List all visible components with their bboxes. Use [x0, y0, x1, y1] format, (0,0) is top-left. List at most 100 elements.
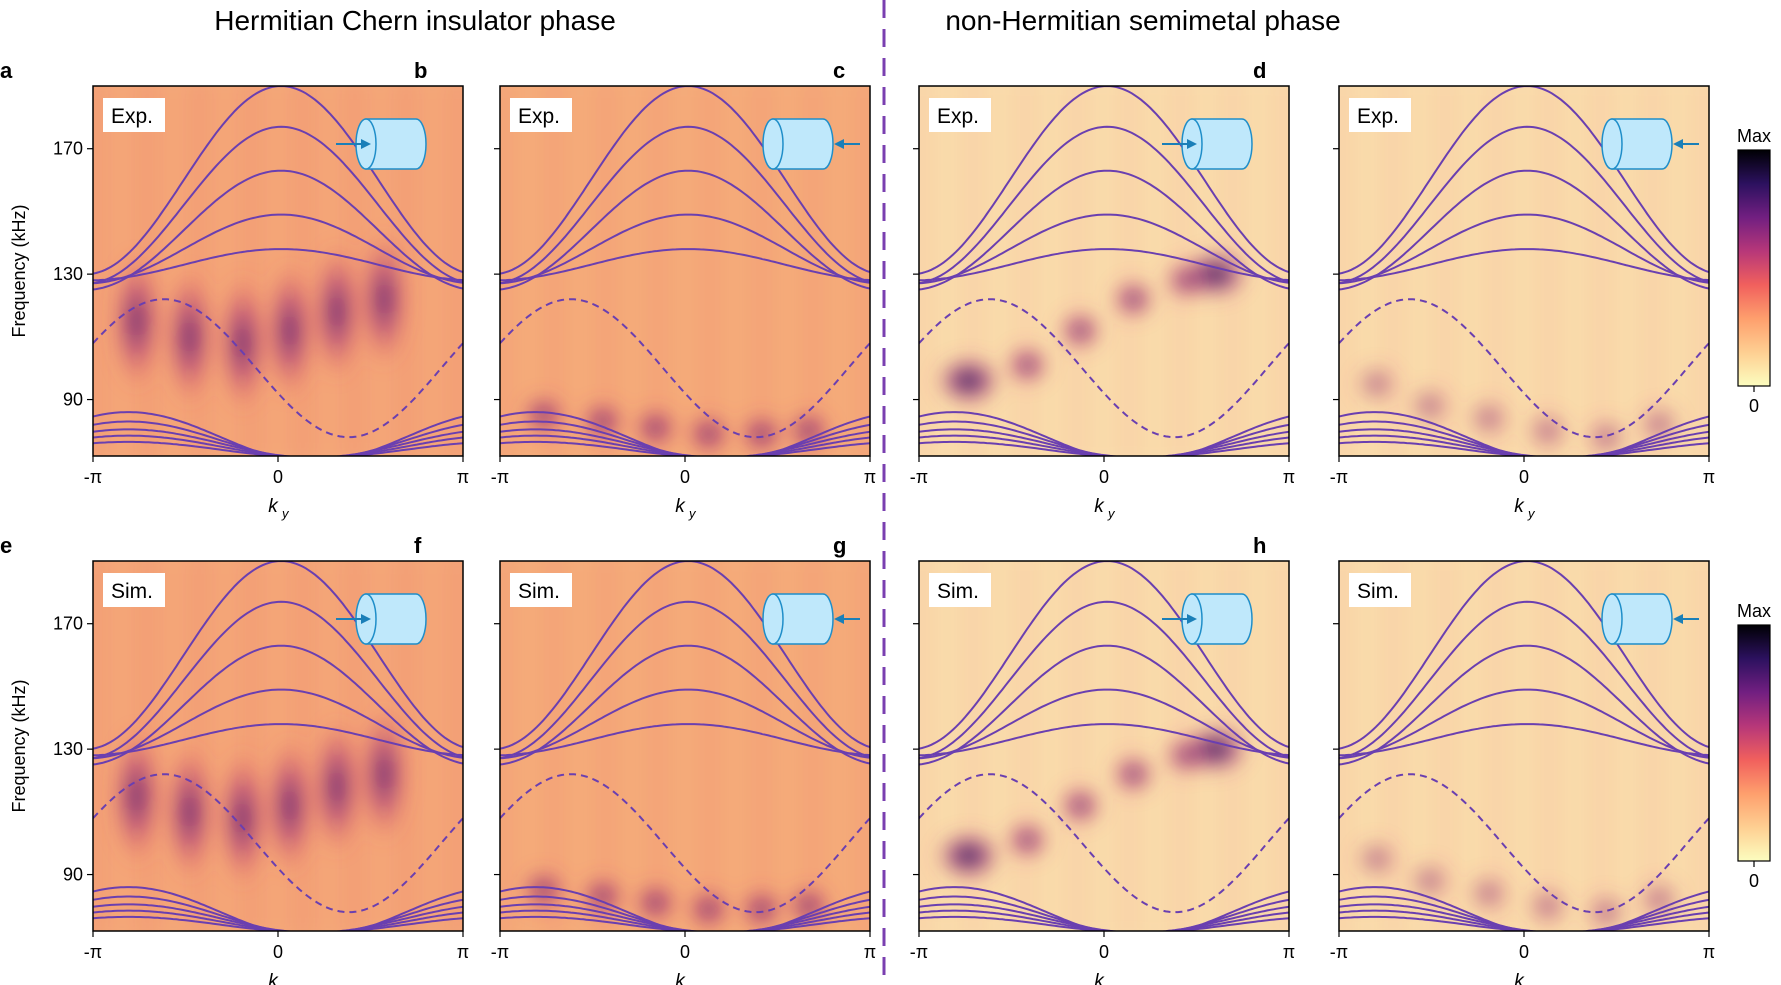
y-tick-label: 90	[63, 865, 83, 885]
panel-letter-h: h	[1253, 533, 1266, 558]
bulk-band-upper	[500, 248, 870, 282]
edge-band-dashed	[500, 298, 870, 439]
y-tick-label: 90	[63, 390, 83, 410]
hotspot	[1056, 308, 1105, 353]
hotspot	[519, 868, 568, 913]
hotspot	[934, 354, 1003, 407]
tag-box	[1349, 98, 1411, 132]
band-curves	[919, 561, 1289, 931]
x-axis-label: k	[1094, 496, 1105, 517]
panel-h: h Sim. -π 0 π ky	[1253, 533, 1715, 985]
intensity-hotspots	[519, 393, 833, 456]
hotspot	[1405, 858, 1454, 903]
stripe	[919, 86, 944, 456]
x-axis: -π 0 π ky	[84, 931, 469, 985]
x-tick-label: π	[1283, 942, 1295, 962]
stripe	[687, 561, 732, 931]
bulk-band-lower	[1339, 886, 1709, 931]
x-axis-label: k	[1094, 971, 1105, 985]
tag-box	[103, 573, 165, 607]
heading-non-hermitian: non-Hermitian semimetal phase	[945, 5, 1340, 36]
panel-c: c Exp. -π 0 π k y	[833, 58, 1295, 521]
stripe	[500, 561, 525, 931]
bulk-band-lower	[919, 411, 1289, 456]
heatmap-b	[500, 86, 870, 456]
bulk-band-lower	[500, 886, 870, 931]
bulk-band-lower	[500, 440, 870, 456]
y-tick-label: 130	[53, 739, 83, 759]
source-arrow-icon	[1673, 614, 1699, 624]
bulk-band-upper	[500, 644, 870, 766]
tag-label: Exp.	[1357, 105, 1399, 128]
bulk-band-upper	[919, 688, 1289, 760]
hotspot	[163, 266, 216, 407]
x-axis-label-subscript: y	[1107, 981, 1116, 985]
source-arrow-icon	[336, 614, 371, 624]
tag-box	[1349, 573, 1411, 607]
hotspot	[163, 741, 216, 882]
bulk-band-upper	[93, 125, 463, 285]
y-axis-label: Frequency (kHz)	[9, 204, 29, 337]
hotspot	[684, 887, 733, 931]
bulk-band-upper	[93, 213, 463, 285]
edge-band-dashed	[93, 773, 463, 914]
x-axis-label: k	[1514, 971, 1525, 985]
x-tick-label: π	[457, 942, 469, 962]
stripe	[1003, 86, 1048, 456]
y-tick-label: 170	[53, 614, 83, 634]
heatmap-h	[1339, 561, 1709, 931]
y-axis	[494, 148, 500, 401]
x-tick-label: 0	[680, 467, 690, 487]
x-tick-label: 0	[1519, 467, 1529, 487]
hotspot	[1635, 877, 1684, 922]
bulk-band-upper	[500, 688, 870, 760]
bulk-band-upper	[1339, 125, 1709, 285]
stripe	[228, 561, 273, 931]
x-tick-label: π	[1703, 942, 1715, 962]
stripe	[687, 86, 732, 456]
tag-label: Exp.	[111, 105, 153, 128]
cylinder-icon	[1601, 118, 1673, 170]
bulk-band-upper	[919, 125, 1289, 285]
x-tick-label: 0	[273, 467, 283, 487]
hotspot	[310, 716, 363, 857]
stripe	[93, 561, 118, 931]
x-axis-label: k	[268, 496, 279, 517]
intensity-hotspots	[934, 723, 1250, 882]
hotspot	[216, 273, 269, 414]
panel-letter-d: d	[1253, 58, 1266, 83]
tag-label: Sim.	[518, 580, 560, 603]
x-axis: -π 0 π ky	[910, 931, 1295, 985]
tag-label: Sim.	[1357, 580, 1399, 603]
stripe	[228, 86, 273, 456]
intensity-hotspots	[1352, 361, 1684, 456]
colorbar-max-label: Max	[1737, 601, 1771, 621]
bulk-band-upper	[919, 169, 1289, 291]
hotspot	[1056, 783, 1105, 828]
tag-box	[103, 98, 165, 132]
source-arrow-icon	[834, 139, 860, 149]
colorbar-zero-label: 0	[1749, 396, 1759, 416]
panel-letter-f: f	[414, 533, 422, 558]
tag-label: Sim.	[111, 580, 153, 603]
x-tick-label: 0	[1519, 942, 1529, 962]
x-tick-label: -π	[491, 467, 509, 487]
x-tick-label: π	[864, 467, 876, 487]
y-axis: 90 130 170 Frequency (kHz)	[9, 139, 93, 410]
bulk-band-upper	[93, 644, 463, 766]
panel-b: b Exp. -π 0 π k y	[414, 58, 876, 521]
colorbar-zero-label: 0	[1749, 871, 1759, 891]
panel-letter-a: a	[0, 58, 13, 83]
hotspot	[110, 251, 163, 392]
hotspot	[1523, 408, 1572, 453]
y-axis-label: Frequency (kHz)	[9, 679, 29, 812]
edge-band-dashed	[1339, 773, 1709, 914]
bulk-band-upper	[93, 248, 463, 282]
bulk-band-upper	[500, 213, 870, 285]
x-tick-label: -π	[84, 942, 102, 962]
hotspot	[631, 880, 680, 925]
hotspot	[110, 726, 163, 867]
source-arrow-icon	[834, 614, 860, 624]
